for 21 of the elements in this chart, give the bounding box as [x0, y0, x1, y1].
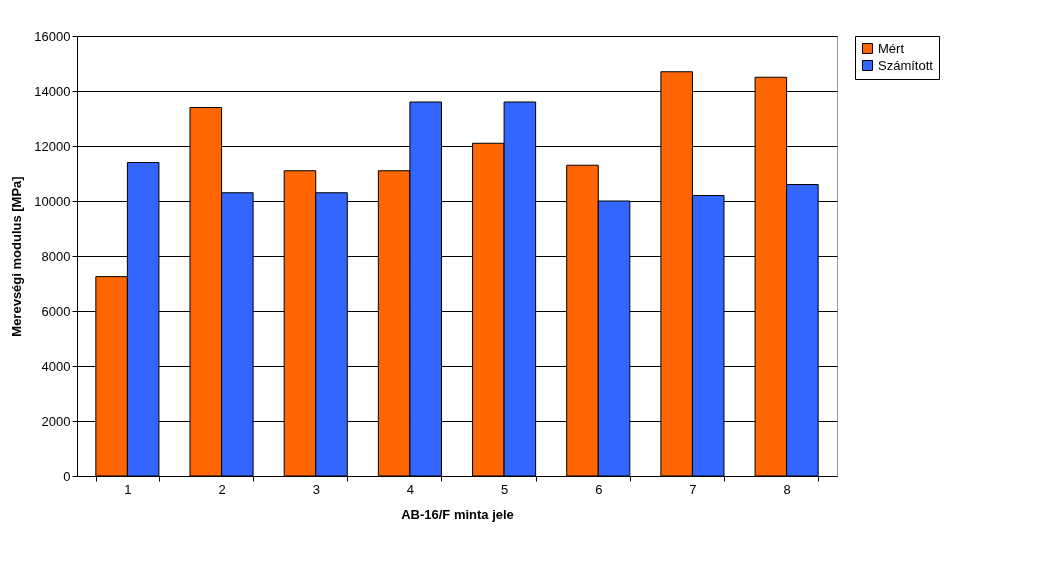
x-tick-label: 1 [124, 481, 132, 497]
x-tick-label: 7 [689, 481, 697, 497]
legend-label: Mért [878, 40, 905, 56]
y-tick-label: 10000 [34, 193, 71, 209]
x-tick-label: 4 [406, 481, 415, 497]
legend-label: Számított [878, 57, 934, 73]
x-tick-label: 5 [500, 481, 509, 497]
y-tick-label: 2000 [41, 413, 71, 429]
y-tick-label: 16000 [34, 28, 71, 44]
y-tick-label: 0 [63, 468, 71, 484]
x-tick-label: 6 [595, 481, 603, 497]
y-tick-label: 8000 [41, 248, 71, 264]
y-tick-label: 6000 [41, 303, 71, 319]
y-axis-title: Merevségi modulus [MPa] [9, 176, 25, 337]
y-tick-label: 12000 [34, 138, 71, 154]
x-tick-label: 8 [783, 481, 791, 497]
y-tick-label: 14000 [34, 83, 71, 99]
x-axis-title: AB-16/F minta jele [401, 506, 514, 522]
y-tick-label: 4000 [41, 358, 71, 374]
x-tick-label: 2 [218, 481, 226, 497]
x-tick-label: 3 [312, 481, 320, 497]
